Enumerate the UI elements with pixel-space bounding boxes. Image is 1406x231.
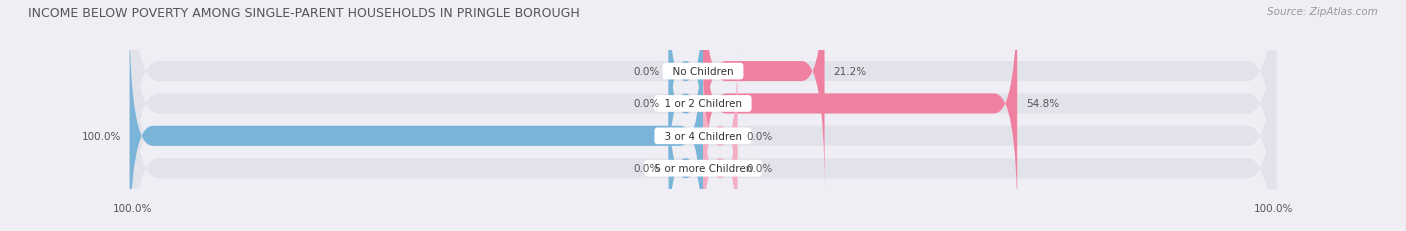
Text: 3 or 4 Children: 3 or 4 Children xyxy=(658,131,748,141)
FancyBboxPatch shape xyxy=(129,17,703,231)
Text: 100.0%: 100.0% xyxy=(1254,203,1294,213)
FancyBboxPatch shape xyxy=(669,82,703,231)
Text: 0.0%: 0.0% xyxy=(747,164,772,173)
Text: 21.2%: 21.2% xyxy=(834,67,866,77)
FancyBboxPatch shape xyxy=(669,0,703,158)
Text: 1 or 2 Children: 1 or 2 Children xyxy=(658,99,748,109)
FancyBboxPatch shape xyxy=(669,17,703,191)
FancyBboxPatch shape xyxy=(129,0,1277,231)
Text: INCOME BELOW POVERTY AMONG SINGLE-PARENT HOUSEHOLDS IN PRINGLE BOROUGH: INCOME BELOW POVERTY AMONG SINGLE-PARENT… xyxy=(28,7,579,20)
Text: 100.0%: 100.0% xyxy=(112,203,152,213)
FancyBboxPatch shape xyxy=(703,82,737,231)
FancyBboxPatch shape xyxy=(129,0,1277,231)
Text: No Children: No Children xyxy=(666,67,740,77)
FancyBboxPatch shape xyxy=(129,0,1277,223)
Text: Source: ZipAtlas.com: Source: ZipAtlas.com xyxy=(1267,7,1378,17)
Text: 0.0%: 0.0% xyxy=(634,67,659,77)
Text: 0.0%: 0.0% xyxy=(634,164,659,173)
Text: 100.0%: 100.0% xyxy=(82,131,121,141)
Text: 0.0%: 0.0% xyxy=(634,99,659,109)
Text: 54.8%: 54.8% xyxy=(1026,99,1059,109)
FancyBboxPatch shape xyxy=(703,0,1017,223)
FancyBboxPatch shape xyxy=(703,0,824,191)
Text: 0.0%: 0.0% xyxy=(747,131,772,141)
FancyBboxPatch shape xyxy=(703,49,737,223)
Text: 5 or more Children: 5 or more Children xyxy=(648,164,758,173)
FancyBboxPatch shape xyxy=(129,17,1277,231)
